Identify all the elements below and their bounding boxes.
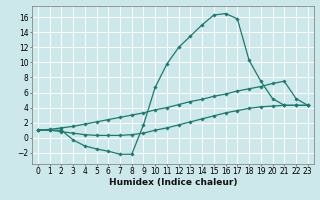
X-axis label: Humidex (Indice chaleur): Humidex (Indice chaleur) bbox=[108, 178, 237, 187]
